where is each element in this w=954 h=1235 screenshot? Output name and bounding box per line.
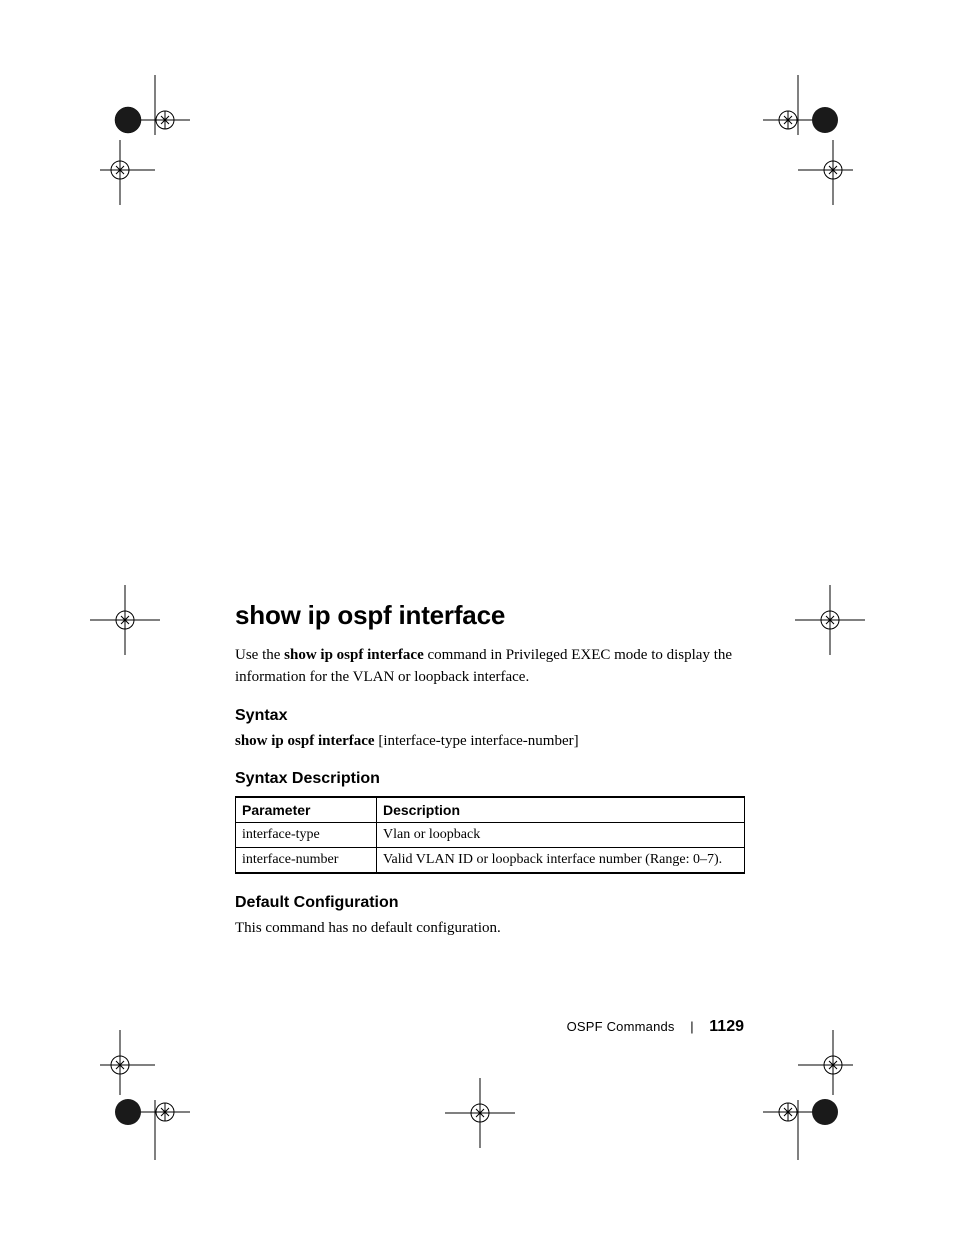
syntax-command: show ip ospf interface bbox=[235, 733, 375, 749]
page-footer: OSPF Commands | 1129 bbox=[567, 1018, 744, 1036]
table-row: interface-number Valid VLAN ID or loopba… bbox=[236, 847, 745, 873]
parameter-table: Parameter Description interface-type Vla… bbox=[235, 796, 745, 874]
syntax-heading: Syntax bbox=[235, 707, 745, 725]
registration-mark-icon bbox=[445, 1078, 515, 1148]
registration-mark-icon bbox=[763, 75, 853, 205]
table-header-parameter: Parameter bbox=[236, 797, 377, 823]
registration-mark-icon bbox=[90, 585, 160, 655]
syntax-args: [interface-type interface-number] bbox=[375, 733, 579, 749]
table-row: interface-type Vlan or loopback bbox=[236, 822, 745, 847]
registration-mark-icon bbox=[100, 1030, 190, 1160]
table-cell-desc: Vlan or loopback bbox=[377, 822, 745, 847]
table-cell-param: interface-number bbox=[236, 847, 377, 873]
registration-mark-icon bbox=[795, 585, 865, 655]
footer-separator-icon: | bbox=[690, 1019, 693, 1034]
syntax-description-heading: Syntax Description bbox=[235, 770, 745, 788]
syntax-line: show ip ospf interface [interface-type i… bbox=[235, 733, 745, 750]
registration-mark-icon bbox=[100, 75, 190, 205]
page-title: show ip ospf interface bbox=[235, 600, 745, 631]
table-cell-desc: Valid VLAN ID or loopback interface numb… bbox=[377, 847, 745, 873]
default-config-heading: Default Configuration bbox=[235, 894, 745, 912]
footer-section-label: OSPF Commands bbox=[567, 1019, 675, 1034]
page-content: show ip ospf interface Use the show ip o… bbox=[235, 600, 745, 937]
intro-command-name: show ip ospf interface bbox=[284, 647, 424, 663]
intro-prefix: Use the bbox=[235, 647, 284, 663]
table-cell-param: interface-type bbox=[236, 822, 377, 847]
footer-page-number: 1129 bbox=[709, 1018, 744, 1035]
registration-mark-icon bbox=[763, 1030, 853, 1160]
default-config-body: This command has no default configuratio… bbox=[235, 920, 745, 937]
table-header-row: Parameter Description bbox=[236, 797, 745, 823]
table-header-description: Description bbox=[377, 797, 745, 823]
intro-paragraph: Use the show ip ospf interface command i… bbox=[235, 645, 745, 689]
